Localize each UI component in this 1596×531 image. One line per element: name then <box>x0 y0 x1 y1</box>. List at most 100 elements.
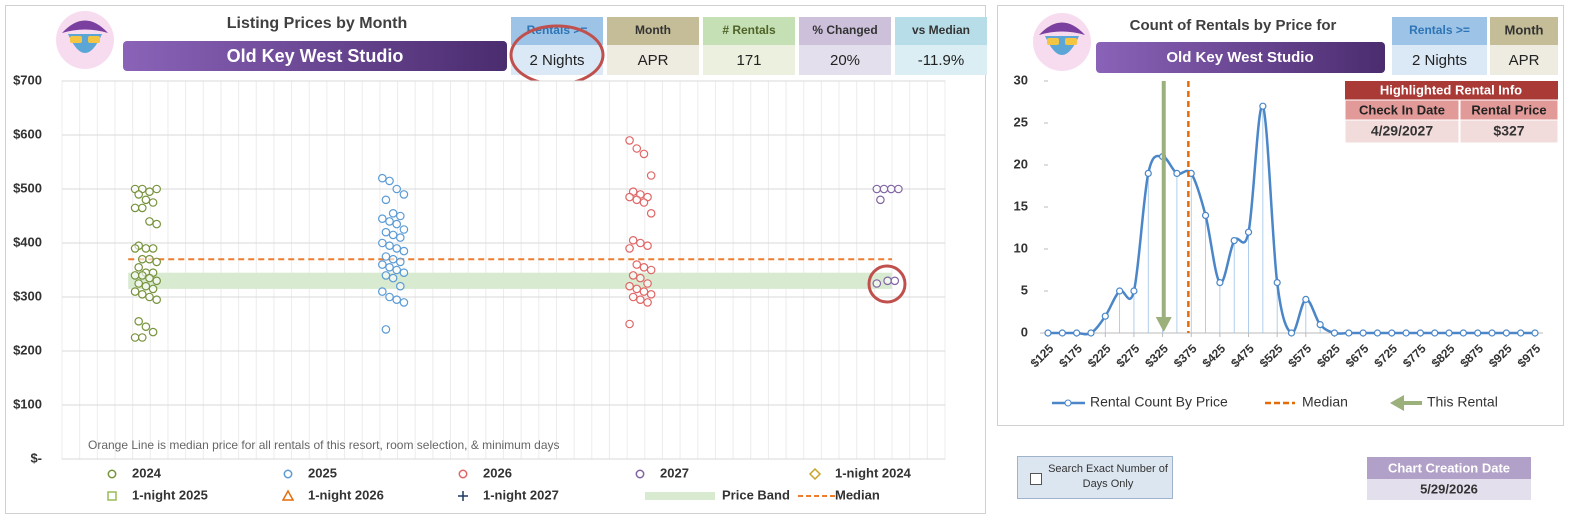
point <box>886 184 896 194</box>
point <box>399 190 409 199</box>
point <box>145 187 154 197</box>
point <box>1087 329 1095 337</box>
point <box>1445 329 1453 337</box>
point <box>130 287 140 296</box>
stat-value-cell <box>511 45 603 75</box>
point <box>1531 329 1539 337</box>
point <box>378 173 387 183</box>
point <box>632 260 642 269</box>
point <box>632 284 642 294</box>
legend-label: 2026 <box>483 465 512 480</box>
point <box>385 176 394 186</box>
point <box>643 241 652 251</box>
point <box>1201 211 1210 219</box>
point <box>1316 321 1324 329</box>
point <box>808 467 822 481</box>
point <box>1287 329 1296 337</box>
point <box>894 184 903 194</box>
point <box>399 225 409 234</box>
point <box>385 262 394 272</box>
point <box>628 292 638 302</box>
point <box>388 254 398 264</box>
point <box>378 287 387 296</box>
stat-value: 171 <box>736 52 761 69</box>
point <box>137 333 147 342</box>
legend-label: 2025 <box>308 465 337 480</box>
point <box>392 244 402 253</box>
point <box>385 292 394 302</box>
point <box>1474 329 1482 337</box>
stat-label-cell <box>799 17 891 45</box>
point <box>130 203 140 213</box>
stat-label-cell <box>1490 17 1558 45</box>
point <box>625 319 634 329</box>
logo <box>56 11 114 69</box>
point <box>1488 329 1496 337</box>
point <box>137 289 147 299</box>
point <box>392 184 402 194</box>
point <box>883 276 892 286</box>
point <box>130 244 140 253</box>
point <box>381 227 391 237</box>
point <box>632 195 642 205</box>
point <box>1373 329 1382 337</box>
point <box>1216 279 1224 287</box>
exact-days-checkbox[interactable]: Search Exact Number of Days Only <box>1017 456 1173 499</box>
stat-value: -11.9% <box>918 52 964 69</box>
point <box>643 298 652 307</box>
table-value: $327 <box>1493 123 1524 139</box>
point <box>385 241 394 251</box>
point <box>378 238 387 248</box>
point <box>396 211 405 221</box>
point <box>628 236 638 245</box>
y-tick-label: 10 <box>1014 240 1028 255</box>
point <box>1273 279 1281 287</box>
point <box>458 469 468 479</box>
table-header: Check In Date <box>1359 102 1445 117</box>
point <box>399 268 409 278</box>
point <box>1416 329 1425 337</box>
y-tick-label: $600 <box>13 126 42 141</box>
stat-label-cell <box>607 17 699 45</box>
point <box>1116 287 1124 295</box>
legend-label: Rental Count By Price <box>1090 394 1228 410</box>
point <box>381 252 391 261</box>
date-label-cell <box>1367 457 1531 479</box>
point <box>1101 312 1109 320</box>
point <box>632 144 642 153</box>
point <box>1431 329 1439 337</box>
stat-value: APR <box>1509 52 1540 69</box>
subtitle-bar <box>1096 42 1385 73</box>
y-tick-label: 15 <box>1014 198 1028 213</box>
point <box>145 292 154 302</box>
legend-label: 2027 <box>660 465 689 480</box>
point <box>388 230 398 240</box>
point <box>876 195 885 205</box>
stat-value-cell <box>703 45 795 75</box>
point <box>1244 228 1253 236</box>
point <box>1044 329 1052 337</box>
point <box>381 195 391 205</box>
point <box>890 276 900 286</box>
point <box>636 273 645 283</box>
arrow-head <box>1155 317 1172 332</box>
point <box>130 333 140 342</box>
checkbox-box[interactable] <box>1030 473 1042 485</box>
point <box>392 265 402 275</box>
point <box>134 262 143 272</box>
point <box>639 149 649 159</box>
point <box>145 254 154 264</box>
table-value: 4/29/2027 <box>1371 123 1433 139</box>
point <box>281 489 295 501</box>
table-title-cell <box>1345 81 1558 100</box>
legend-swatch <box>1064 399 1072 407</box>
legend-label: Median <box>835 487 880 502</box>
point <box>130 271 140 280</box>
legend-swatch <box>1390 395 1404 411</box>
point <box>639 287 649 296</box>
point <box>625 192 634 202</box>
chart-subtitle: Old Key West Studio <box>227 46 404 66</box>
point <box>1302 295 1310 303</box>
